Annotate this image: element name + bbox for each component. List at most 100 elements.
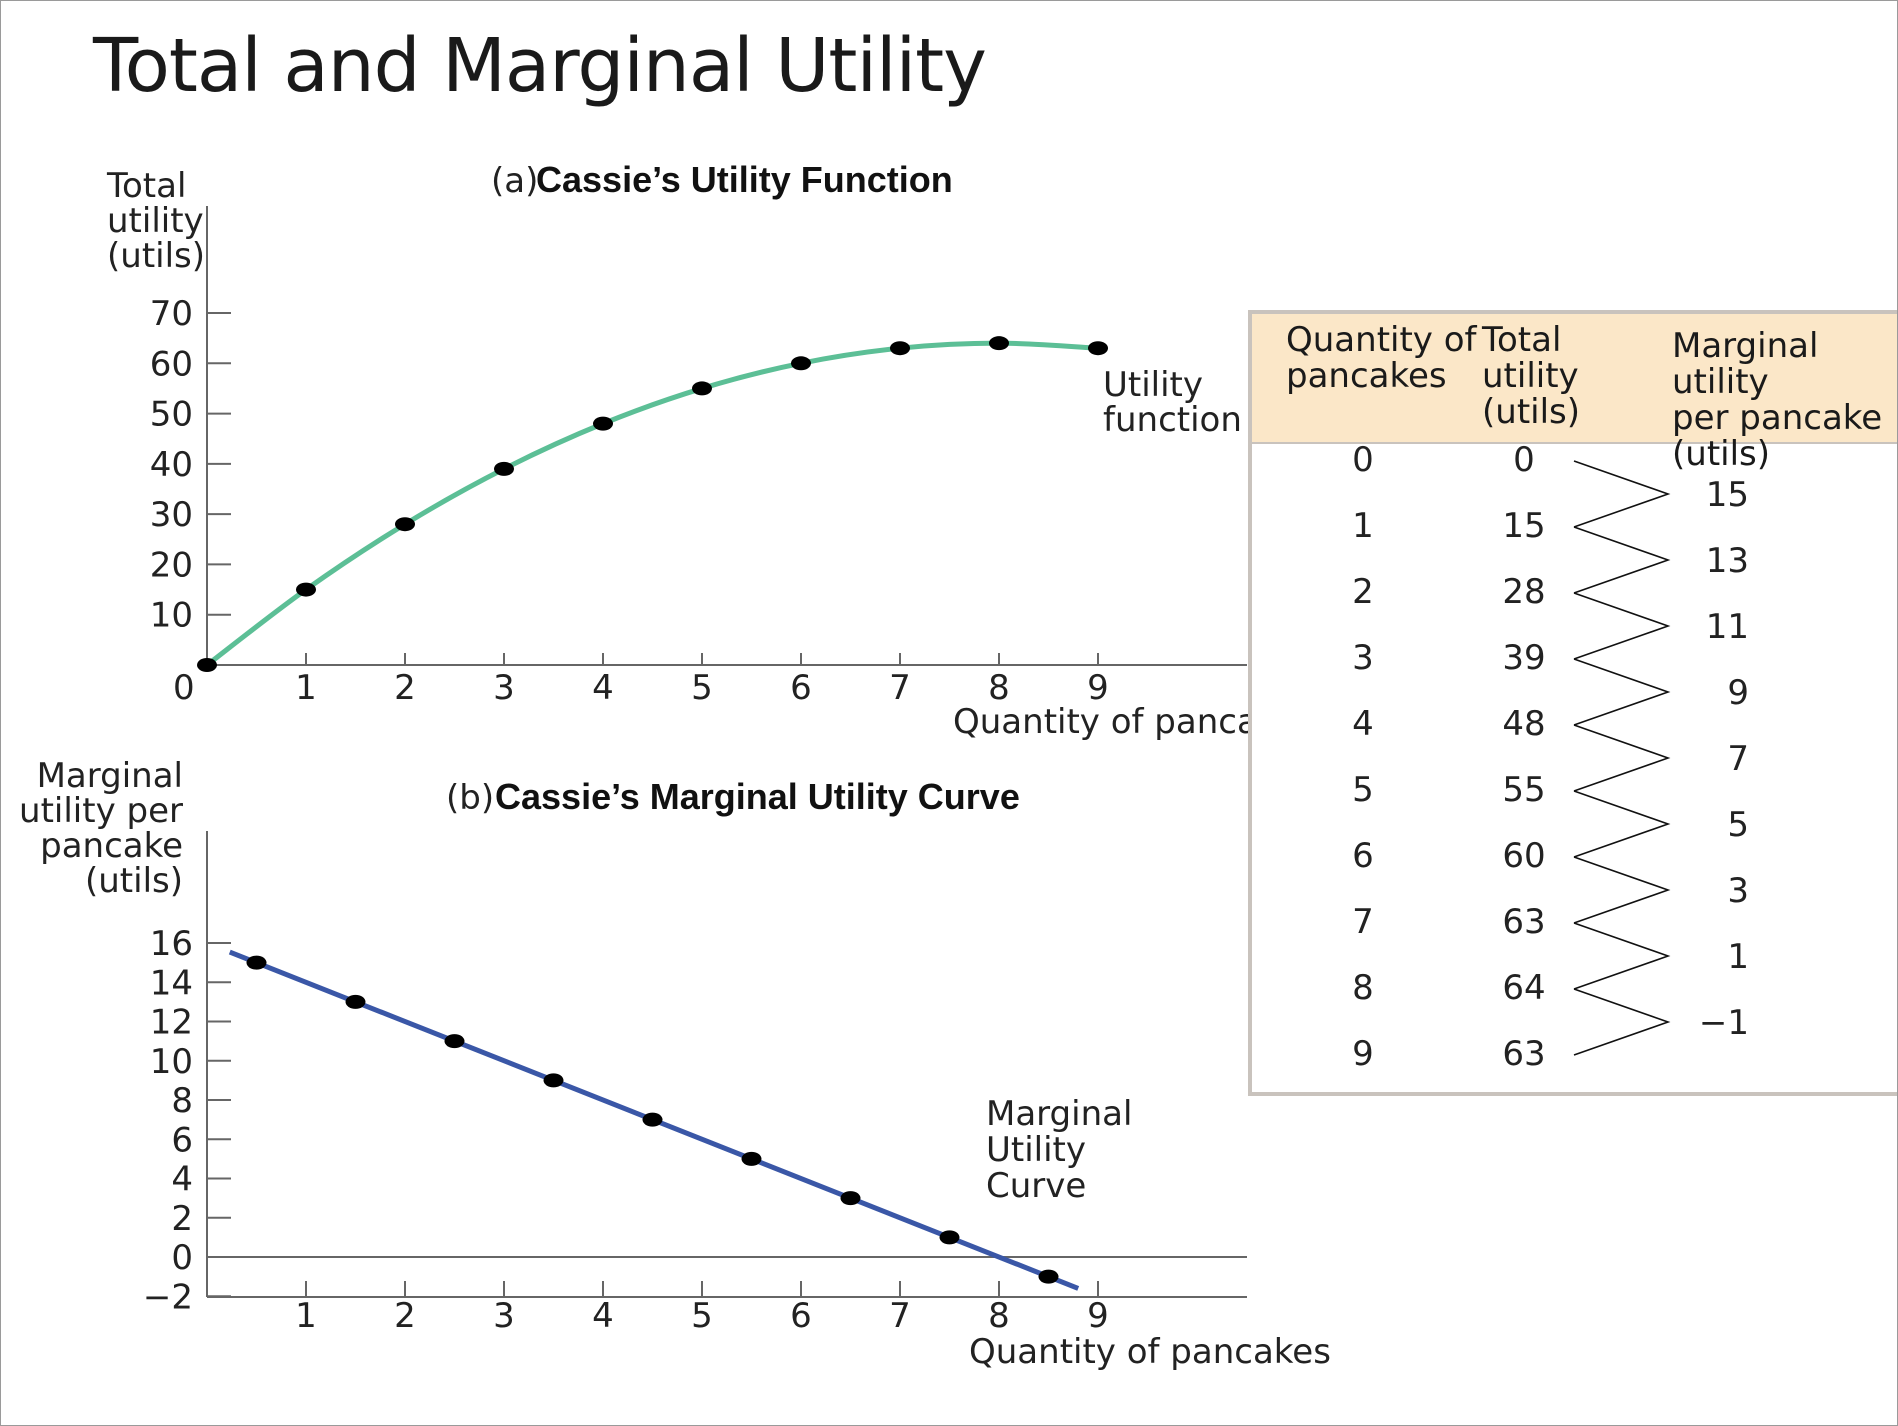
panel-b-y-tick-label: 12 xyxy=(150,1003,193,1043)
panel-b-x-tick-label: 2 xyxy=(394,1296,416,1336)
panel-b-x-tick-label: 4 xyxy=(592,1296,614,1336)
quantity-cell: 1 xyxy=(1352,506,1374,546)
panel-a-x-tick-label: 2 xyxy=(394,668,416,708)
marginal-utility-cell: 13 xyxy=(1706,541,1749,581)
marginal-utility-cell: 15 xyxy=(1706,475,1749,515)
panel-a-x-tick-label: 6 xyxy=(790,668,812,708)
marginal-utility-data-point xyxy=(444,1034,465,1049)
utility-data-point xyxy=(692,381,712,396)
utility-table: Quantity of pancakes Total utility (util… xyxy=(1248,310,1897,1096)
marginal-utility-data-point xyxy=(1038,1269,1059,1284)
utility-function-label: Utility function xyxy=(1103,365,1242,440)
panel-b-x-tick-label: 9 xyxy=(1087,1296,1109,1336)
quantity-cell: 8 xyxy=(1352,968,1374,1008)
marginal-utility-curve-label: Marginal Utility Curve xyxy=(986,1094,1132,1206)
panel-b-y-tick-label: 14 xyxy=(150,963,193,1003)
marginal-utility-data-point xyxy=(939,1230,960,1245)
column-header-total-utility: Total utility (utils) xyxy=(1482,320,1581,432)
marginal-utility-cell: 3 xyxy=(1727,871,1749,911)
utility-data-point xyxy=(494,461,514,476)
marginal-utility-data-point xyxy=(543,1073,564,1088)
panel-a-y-tick-label: 20 xyxy=(150,545,193,585)
panel-a-x-tick-label: 4 xyxy=(592,668,614,708)
panel-a-origin-label: 0 xyxy=(173,668,195,708)
panel-b-x-tick-label: 1 xyxy=(295,1296,317,1336)
total-utility-cell: 15 xyxy=(1502,506,1545,546)
panel-a-y-tick-label: 70 xyxy=(150,294,193,334)
panel-b-y-tick-label: 0 xyxy=(171,1238,193,1278)
marginal-utility-chart: (b) Cassie’s Marginal Utility Curve Marg… xyxy=(19,756,1331,1372)
panel-a-y-axis-label: Total utility (utils) xyxy=(106,166,205,276)
marginal-connector xyxy=(1573,658,1671,726)
panel-b-x-tick-label: 7 xyxy=(889,1296,911,1336)
marginal-utility-cell: 11 xyxy=(1706,607,1749,647)
marginal-utility-cell: 9 xyxy=(1727,673,1749,713)
total-utility-cell: 0 xyxy=(1513,440,1535,480)
utility-function-chart: (a) Cassie’s Utility Function Total utili… xyxy=(106,159,1315,742)
panel-b-y-tick-label: −2 xyxy=(143,1277,193,1317)
panel-a-y-tick-label: 40 xyxy=(150,445,193,485)
panel-b-x-axis-label: Quantity of pancakes xyxy=(969,1332,1331,1372)
marginal-connector xyxy=(1573,922,1671,990)
quantity-cell: 2 xyxy=(1352,572,1374,612)
panel-b-y-tick-label: 4 xyxy=(171,1160,193,1200)
panel-b-y-tick-label: 8 xyxy=(171,1081,193,1121)
panel-b-y-axis-label: Marginal utility per pancake (utils) xyxy=(19,756,183,901)
panel-a-title: Cassie’s Utility Function xyxy=(536,159,953,200)
total-utility-cell: 39 xyxy=(1502,638,1545,678)
panel-b-x-tick-label: 8 xyxy=(988,1296,1010,1336)
panel-b-label: (b) xyxy=(446,778,494,818)
utility-data-point xyxy=(791,356,811,371)
panel-b-x-tick-label: 3 xyxy=(493,1296,515,1336)
panel-a-y-tick-label: 10 xyxy=(150,596,193,636)
total-utility-cell: 63 xyxy=(1502,1034,1545,1074)
panel-a-y-tick-label: 50 xyxy=(150,395,193,435)
utility-data-point xyxy=(296,582,316,597)
quantity-cell: 0 xyxy=(1352,440,1374,480)
panel-a-x-tick-label: 7 xyxy=(889,668,911,708)
quantity-cell: 5 xyxy=(1352,770,1374,810)
quantity-cell: 7 xyxy=(1352,902,1374,942)
column-header-marginal-utility: Marginal utility per pancake (utils) xyxy=(1672,326,1883,474)
total-utility-cell: 60 xyxy=(1502,836,1545,876)
panel-b-title: Cassie’s Marginal Utility Curve xyxy=(495,776,1020,817)
marginal-connector xyxy=(1573,856,1671,924)
utility-data-point xyxy=(989,336,1009,351)
slide-title: Total and Marginal Utility xyxy=(93,23,987,109)
marginal-utility-data-point xyxy=(840,1191,861,1206)
marginal-utility-cell: 7 xyxy=(1727,739,1749,779)
panel-a-y-tick-label: 30 xyxy=(150,495,193,535)
marginal-utility-cell: 1 xyxy=(1727,937,1749,977)
panel-a-x-tick-label: 3 xyxy=(493,668,515,708)
utility-data-point xyxy=(593,416,613,431)
panel-a-x-tick-label: 1 xyxy=(295,668,317,708)
quantity-cell: 6 xyxy=(1352,836,1374,876)
marginal-utility-cell: 5 xyxy=(1727,805,1749,845)
panel-b-y-tick-label: 10 xyxy=(150,1042,193,1082)
marginal-connector xyxy=(1573,460,1671,528)
table-header: Quantity of pancakes Total utility (util… xyxy=(1252,314,1897,472)
marginal-utility-data-point xyxy=(741,1151,762,1166)
panel-a-label: (a) xyxy=(491,161,538,201)
marginal-utility-data-point xyxy=(246,955,267,970)
total-utility-cell: 64 xyxy=(1502,968,1545,1008)
marginal-utility-data-point xyxy=(642,1112,663,1127)
quantity-cell: 4 xyxy=(1352,704,1374,744)
total-utility-cell: 28 xyxy=(1502,572,1545,612)
panel-a-x-tick-label: 9 xyxy=(1087,668,1109,708)
total-utility-cell: 48 xyxy=(1502,704,1545,744)
panel-b-y-tick-label: 6 xyxy=(171,1120,193,1160)
marginal-utility-data-point xyxy=(345,994,366,1009)
marginal-connector xyxy=(1573,988,1671,1056)
utility-data-point xyxy=(1088,341,1108,356)
panel-a-x-tick-label: 8 xyxy=(988,668,1010,708)
marginal-connector xyxy=(1573,790,1671,858)
panel-a-x-tick-label: 5 xyxy=(691,668,713,708)
panel-b-y-tick-label: 2 xyxy=(171,1199,193,1239)
marginal-connector xyxy=(1573,592,1671,660)
panel-a-y-tick-label: 60 xyxy=(150,344,193,384)
utility-function-curve xyxy=(205,340,1099,667)
